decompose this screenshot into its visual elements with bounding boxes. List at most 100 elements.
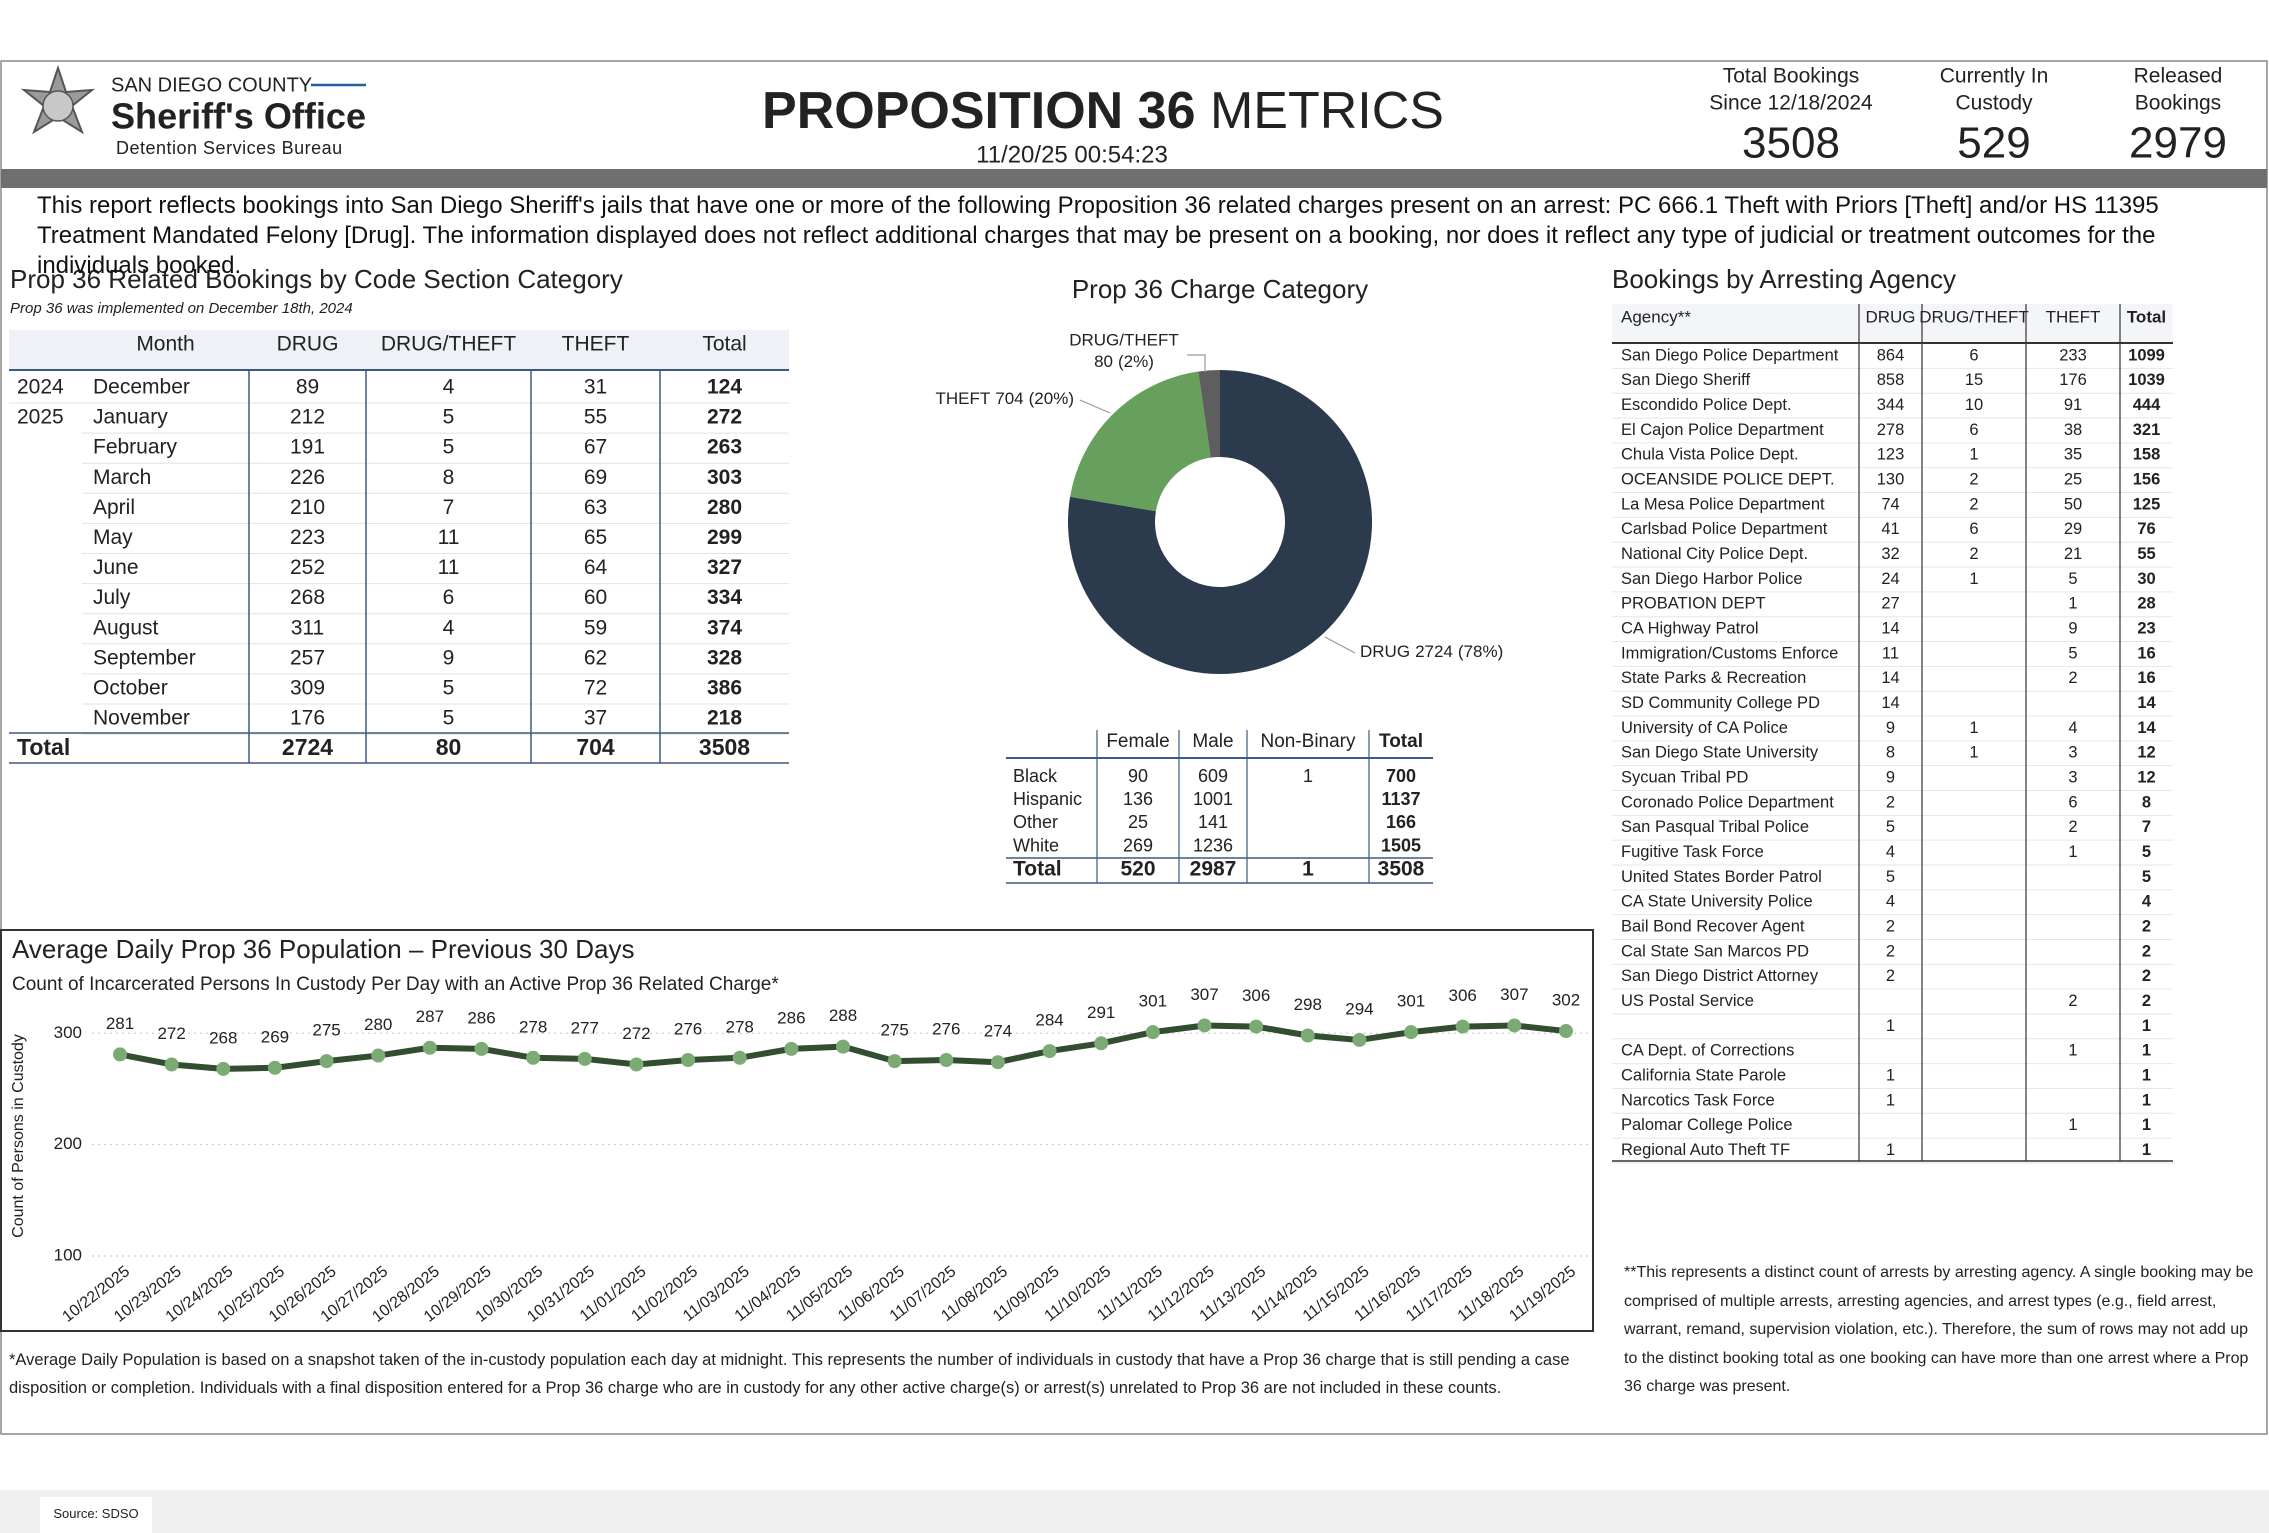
column-header: DRUG/THEFT — [381, 333, 516, 356]
value-cell: 2 — [1886, 942, 1895, 960]
column-header: THEFT — [562, 333, 630, 356]
value-cell: 69 — [584, 466, 607, 489]
slice-label: THEFT 704 (20%) — [935, 389, 1074, 408]
agency-name: CA Highway Patrol — [1621, 619, 1759, 637]
value-cell: 23 — [2137, 619, 2155, 637]
value-cell: 5 — [1886, 818, 1895, 836]
column-header: Month — [136, 333, 194, 356]
value-cell: 27 — [1881, 595, 1899, 613]
value-cell: 4 — [2142, 893, 2152, 911]
total-cell: 2724 — [282, 734, 333, 760]
point — [732, 1050, 747, 1065]
total-cell: 3508 — [699, 734, 750, 760]
value-cell: 176 — [2059, 371, 2087, 389]
data-label: 301 — [1397, 992, 1425, 1011]
point — [577, 1051, 592, 1066]
value-cell: 520 — [1120, 858, 1155, 881]
value-cell: 9 — [1886, 719, 1895, 737]
agency-name: National City Police Dept. — [1621, 545, 1808, 563]
source-tab[interactable]: Source: SDSO — [40, 1497, 152, 1533]
kpi-label: Bookings — [2135, 92, 2221, 115]
point — [629, 1057, 644, 1072]
column-header: Total — [702, 333, 746, 356]
value-cell: 62 — [584, 646, 607, 669]
agency-name: Escondido Police Dept. — [1621, 396, 1792, 414]
kpi-value: 529 — [1957, 119, 2030, 168]
value-cell: 29 — [2064, 520, 2082, 538]
agency-name: OCEANSIDE POLICE DEPT. — [1621, 471, 1835, 489]
value-cell: 5 — [2142, 843, 2151, 861]
value-cell: 5 — [443, 707, 455, 730]
value-cell: 311 — [291, 616, 324, 639]
value-cell: 2 — [1969, 495, 1978, 513]
value-cell: 5 — [443, 436, 455, 459]
value-cell: 166 — [1386, 812, 1416, 832]
month-cell: January — [93, 406, 168, 429]
value-cell: 30 — [2137, 570, 2155, 588]
row-label: White — [1013, 835, 1059, 855]
column-header: Total — [2127, 307, 2166, 326]
value-cell: 14 — [1881, 669, 1899, 687]
agency-name: La Mesa Police Department — [1621, 495, 1825, 513]
donut-slice — [1070, 371, 1211, 512]
total-cell: Total — [17, 734, 70, 760]
title-light: METRICS — [1210, 82, 1444, 140]
agency-name: SD Community College PD — [1621, 694, 1820, 712]
value-cell: 130 — [1877, 471, 1905, 489]
value-cell: 609 — [1198, 766, 1228, 786]
donut-slice — [1198, 370, 1220, 458]
agency-name: Coronado Police Department — [1621, 793, 1834, 811]
value-cell: 158 — [2133, 446, 2161, 464]
value-cell: 14 — [2137, 694, 2156, 712]
tab-bar — [0, 1490, 2269, 1533]
row-label: Other — [1013, 812, 1058, 832]
value-cell: 226 — [290, 466, 325, 489]
value-cell: 2 — [2068, 669, 2077, 687]
y-tick-label: 300 — [54, 1023, 82, 1042]
value-cell: 9 — [2068, 619, 2077, 637]
agency-name: US Postal Service — [1621, 992, 1754, 1010]
value-cell: 63 — [584, 496, 607, 519]
data-label: 278 — [726, 1017, 754, 1036]
agency-name: United States Border Patrol — [1621, 868, 1822, 886]
value-cell: 321 — [2133, 421, 2161, 439]
value-cell: 1 — [2068, 843, 2077, 861]
data-label: 276 — [932, 1019, 960, 1038]
value-cell: 444 — [2133, 396, 2161, 414]
year-cell: 2025 — [17, 406, 64, 429]
value-cell: 233 — [2059, 346, 2087, 364]
value-cell: 2 — [2142, 967, 2151, 985]
point — [422, 1040, 437, 1055]
data-label: 307 — [1500, 985, 1528, 1004]
data-label: 306 — [1449, 986, 1477, 1005]
value-cell: 2 — [2142, 992, 2151, 1010]
data-label: 281 — [106, 1014, 134, 1033]
point — [1404, 1025, 1419, 1040]
row-label: Black — [1013, 766, 1058, 786]
month-cell: November — [93, 707, 190, 730]
table-header-bg — [1612, 304, 2173, 342]
month-cell: June — [93, 556, 139, 579]
agency-name: San Diego Police Department — [1621, 346, 1839, 364]
table-title: Bookings by Arresting Agency — [1612, 264, 1956, 294]
point — [113, 1047, 127, 1062]
value-cell: 24 — [1881, 570, 1899, 588]
data-label: 277 — [571, 1018, 599, 1037]
value-cell: 125 — [2133, 495, 2161, 513]
point — [1145, 1025, 1160, 1040]
value-cell: 309 — [290, 677, 325, 700]
value-cell: 1 — [2068, 595, 2077, 613]
value-cell: 1 — [1886, 1141, 1895, 1159]
data-label: 275 — [880, 1021, 908, 1040]
value-cell: 1505 — [1381, 835, 1421, 855]
agency-name: Narcotics Task Force — [1621, 1091, 1775, 1109]
slice-value: 2724 — [1415, 642, 1453, 661]
value-cell: 2 — [1886, 793, 1895, 811]
agency-name: Sycuan Tribal PD — [1621, 768, 1749, 786]
value-cell: 3 — [2068, 768, 2077, 786]
column-header: THEFT — [2046, 307, 2101, 326]
row-label: Hispanic — [1013, 789, 1082, 809]
slice-label: 80 (2%) — [1094, 352, 1154, 371]
column-header: Male — [1192, 731, 1233, 752]
agency-name: Regional Auto Theft TF — [1621, 1141, 1790, 1159]
